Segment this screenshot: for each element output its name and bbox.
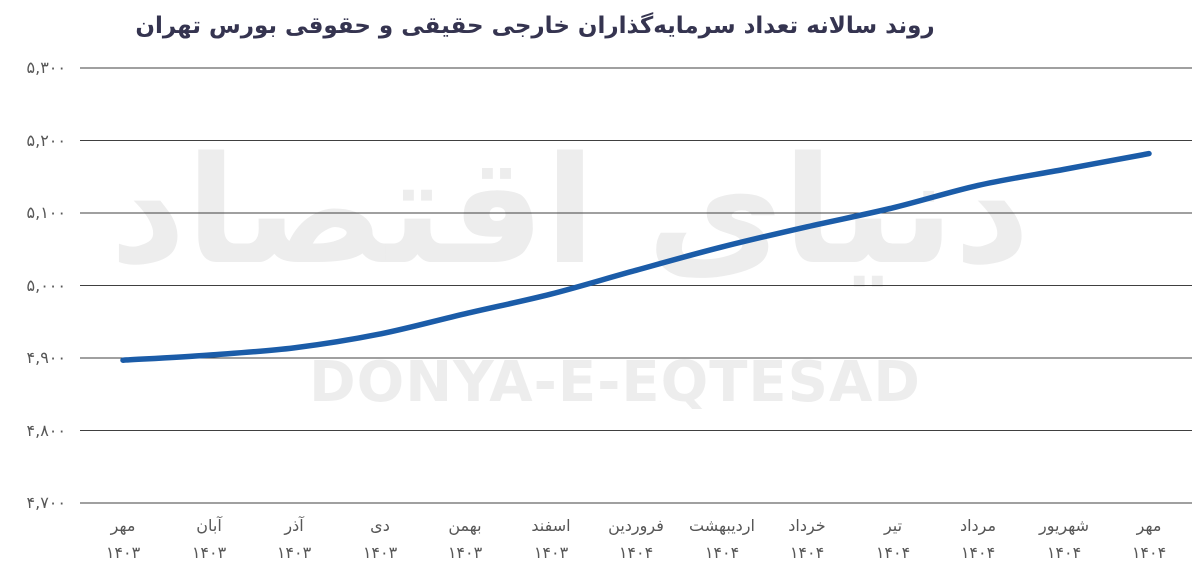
latin-watermark: DONYA-E-EQTESAD [309,350,921,415]
trend-line [120,150,1152,363]
chart-title: روند سالانه تعداد سرمایه‌گذاران خارجی حق… [135,13,935,39]
